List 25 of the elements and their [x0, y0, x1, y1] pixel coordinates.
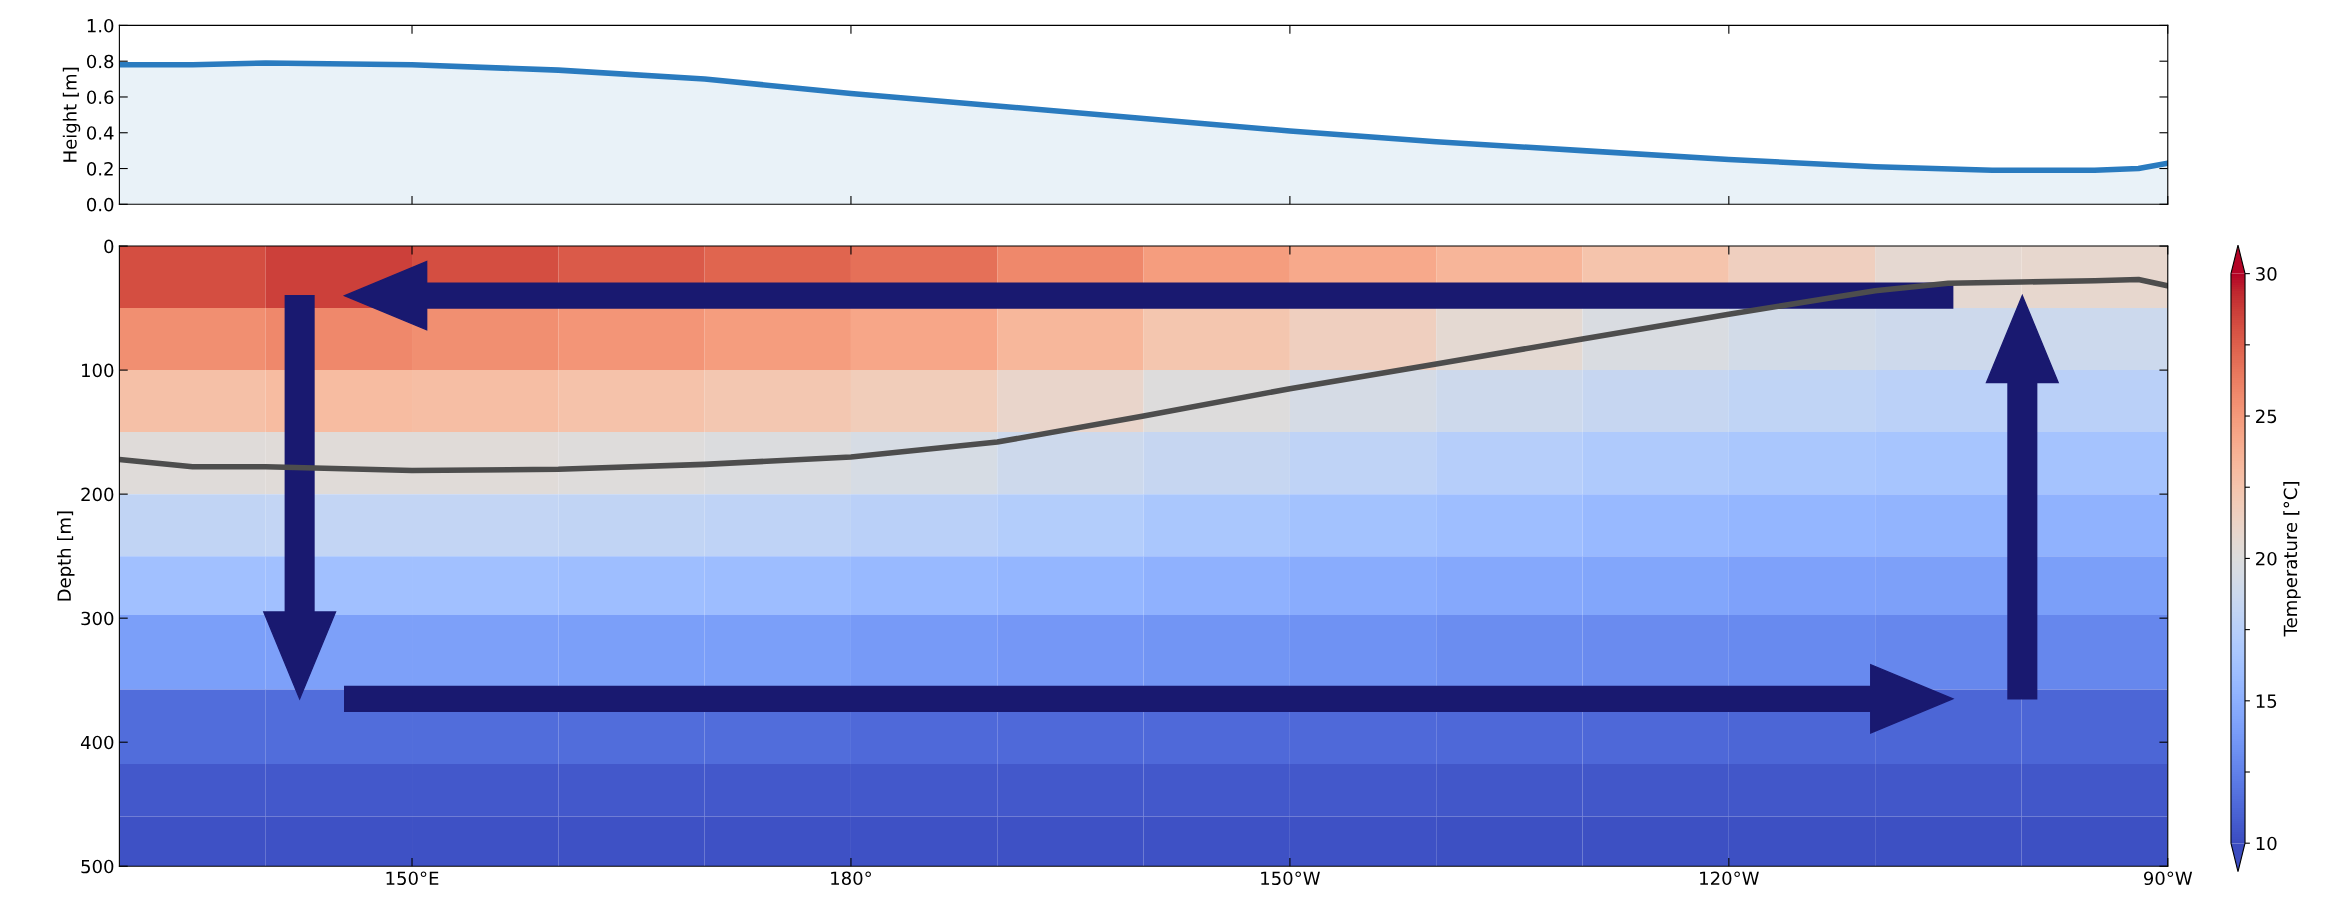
y-tick-label: 100 — [82, 363, 114, 378]
y-tick-label: 0.0 — [87, 197, 114, 212]
color-bar-label: 30 — [2256, 267, 2277, 281]
y-axis-title: Depth [m] — [57, 511, 75, 601]
y-tick-label: 0.6 — [87, 90, 114, 105]
y-tick-label: 0 — [104, 239, 114, 254]
y-tick-label: 1.0 — [87, 18, 114, 33]
y-tick-label: 200 — [81, 487, 114, 502]
color-bar-title: Temperature [°C] — [2283, 482, 2301, 637]
x-tick-label: 120°W — [1700, 871, 1759, 886]
x-tick-label: 150°W — [1261, 871, 1320, 886]
x-tick-label: 90°W — [2143, 871, 2193, 886]
y-tick-label: 300 — [81, 611, 114, 626]
y-tick-label: 0.2 — [87, 161, 113, 176]
x-tick-label: 150°E — [386, 871, 439, 886]
color-bar-label: 10 — [2256, 836, 2277, 851]
y-tick-label: 400 — [80, 735, 114, 750]
color-bar-label: 15 — [2256, 694, 2277, 708]
y-tick-label: 0.4 — [87, 126, 114, 140]
color-bar-label: 25 — [2256, 409, 2277, 424]
y-axis-title: Height [m] — [62, 67, 81, 162]
x-tick-label: 180° — [831, 871, 871, 886]
y-tick-label: 0.8 — [87, 54, 114, 69]
y-tick-label: 500 — [81, 859, 114, 874]
color-bar-label: 20 — [2256, 551, 2277, 566]
